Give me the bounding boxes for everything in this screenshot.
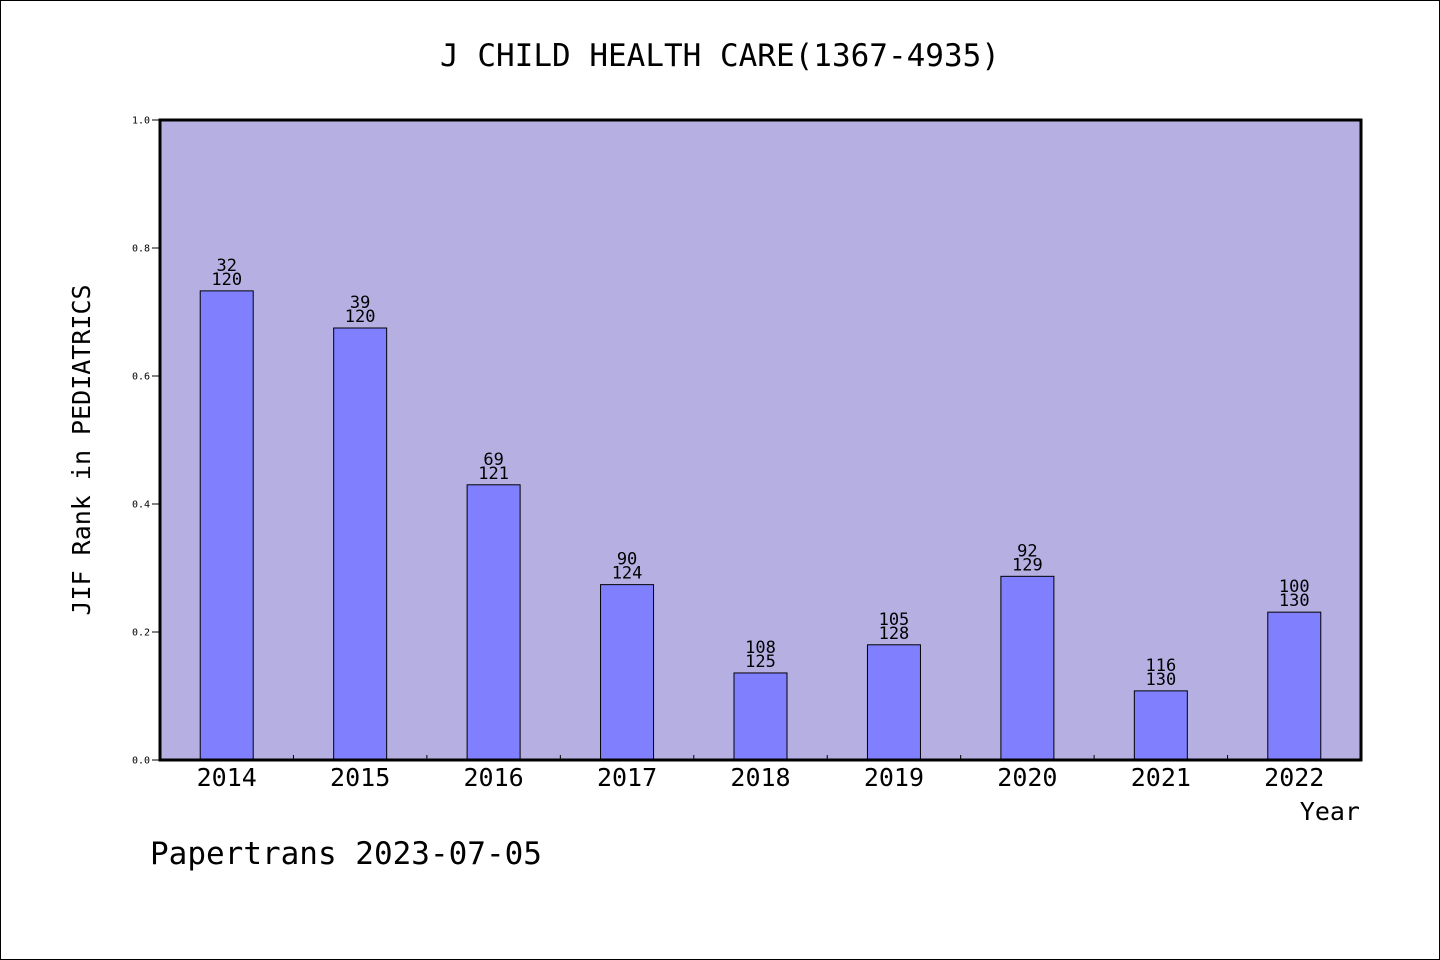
bar-2022: [1267, 611, 1322, 761]
bar-label-rank-2019: 105: [879, 610, 910, 630]
bars-group: 1203212039121691249012510812810512992130…: [199, 256, 1322, 761]
bar-label-rank-2014: 32: [216, 256, 236, 276]
bar-label-rank-2020: 92: [1017, 541, 1037, 561]
bar-2019: [866, 644, 921, 761]
x-tick-label-2016: 2016: [464, 763, 524, 792]
y-tick-label-0: 0.0: [132, 756, 150, 767]
bar-label-total-2018: 125: [745, 652, 776, 672]
x-tick-label-2014: 2014: [197, 763, 257, 792]
bar-label-rank-2022: 100: [1279, 577, 1310, 597]
bar-label-total-2015: 120: [345, 307, 376, 327]
chart-title: J CHILD HEALTH CARE(1367-4935): [440, 38, 1000, 74]
y-tick-label-4: 0.8: [132, 244, 150, 255]
bar-label-rank-2021: 116: [1145, 656, 1176, 676]
bar-label-total-2014: 120: [211, 270, 242, 290]
x-tick-label-2017: 2017: [597, 763, 657, 792]
x-tick-label-2018: 2018: [730, 763, 790, 792]
plot-frame: [158, 118, 1363, 762]
bar-2015: [333, 327, 388, 761]
bar-label-rank-2018: 108: [745, 638, 776, 658]
bar-label-total-2022: 130: [1279, 591, 1310, 611]
y-tick-label-3: 0.6: [132, 372, 150, 383]
bar-2016: [466, 484, 521, 761]
bar-2020: [1000, 575, 1055, 761]
bar-2014: [199, 290, 254, 761]
bar-label-total-2019: 128: [879, 624, 910, 644]
bar-label-rank-2015: 39: [350, 293, 370, 313]
axis-group: 2014 2015 2016 2017 2018 2019 2020 2021 2022 0.0 0…: [132, 116, 1324, 793]
footer-credit: Papertrans 2023-07-05: [150, 836, 542, 872]
bar-label-total-2020: 129: [1012, 555, 1043, 575]
x-tick-label-2021: 2021: [1131, 763, 1191, 792]
x-tick-label-2019: 2019: [864, 763, 924, 792]
x-tick-label-2022: 2022: [1264, 763, 1324, 792]
bar-label-total-2017: 124: [612, 564, 643, 584]
bar-label-rank-2017: 90: [617, 550, 637, 570]
bar-2017: [600, 584, 655, 761]
y-tick-label-1: 0.2: [132, 628, 150, 639]
x-tick-label-2020: 2020: [997, 763, 1057, 792]
x-axis-label: Year: [1300, 797, 1360, 826]
y-tick-label-2: 0.4: [132, 500, 150, 511]
y-tick-label-5: 1.0: [132, 116, 150, 127]
bar-label-rank-2016: 69: [483, 450, 503, 470]
bar-2021: [1133, 690, 1188, 761]
y-axis-label: JIF Rank in PEDIATRICS: [67, 284, 96, 615]
bar-label-total-2021: 130: [1145, 670, 1176, 690]
bar-2018: [733, 672, 788, 761]
x-tick-label-2015: 2015: [330, 763, 390, 792]
bar-label-total-2016: 121: [478, 464, 509, 484]
